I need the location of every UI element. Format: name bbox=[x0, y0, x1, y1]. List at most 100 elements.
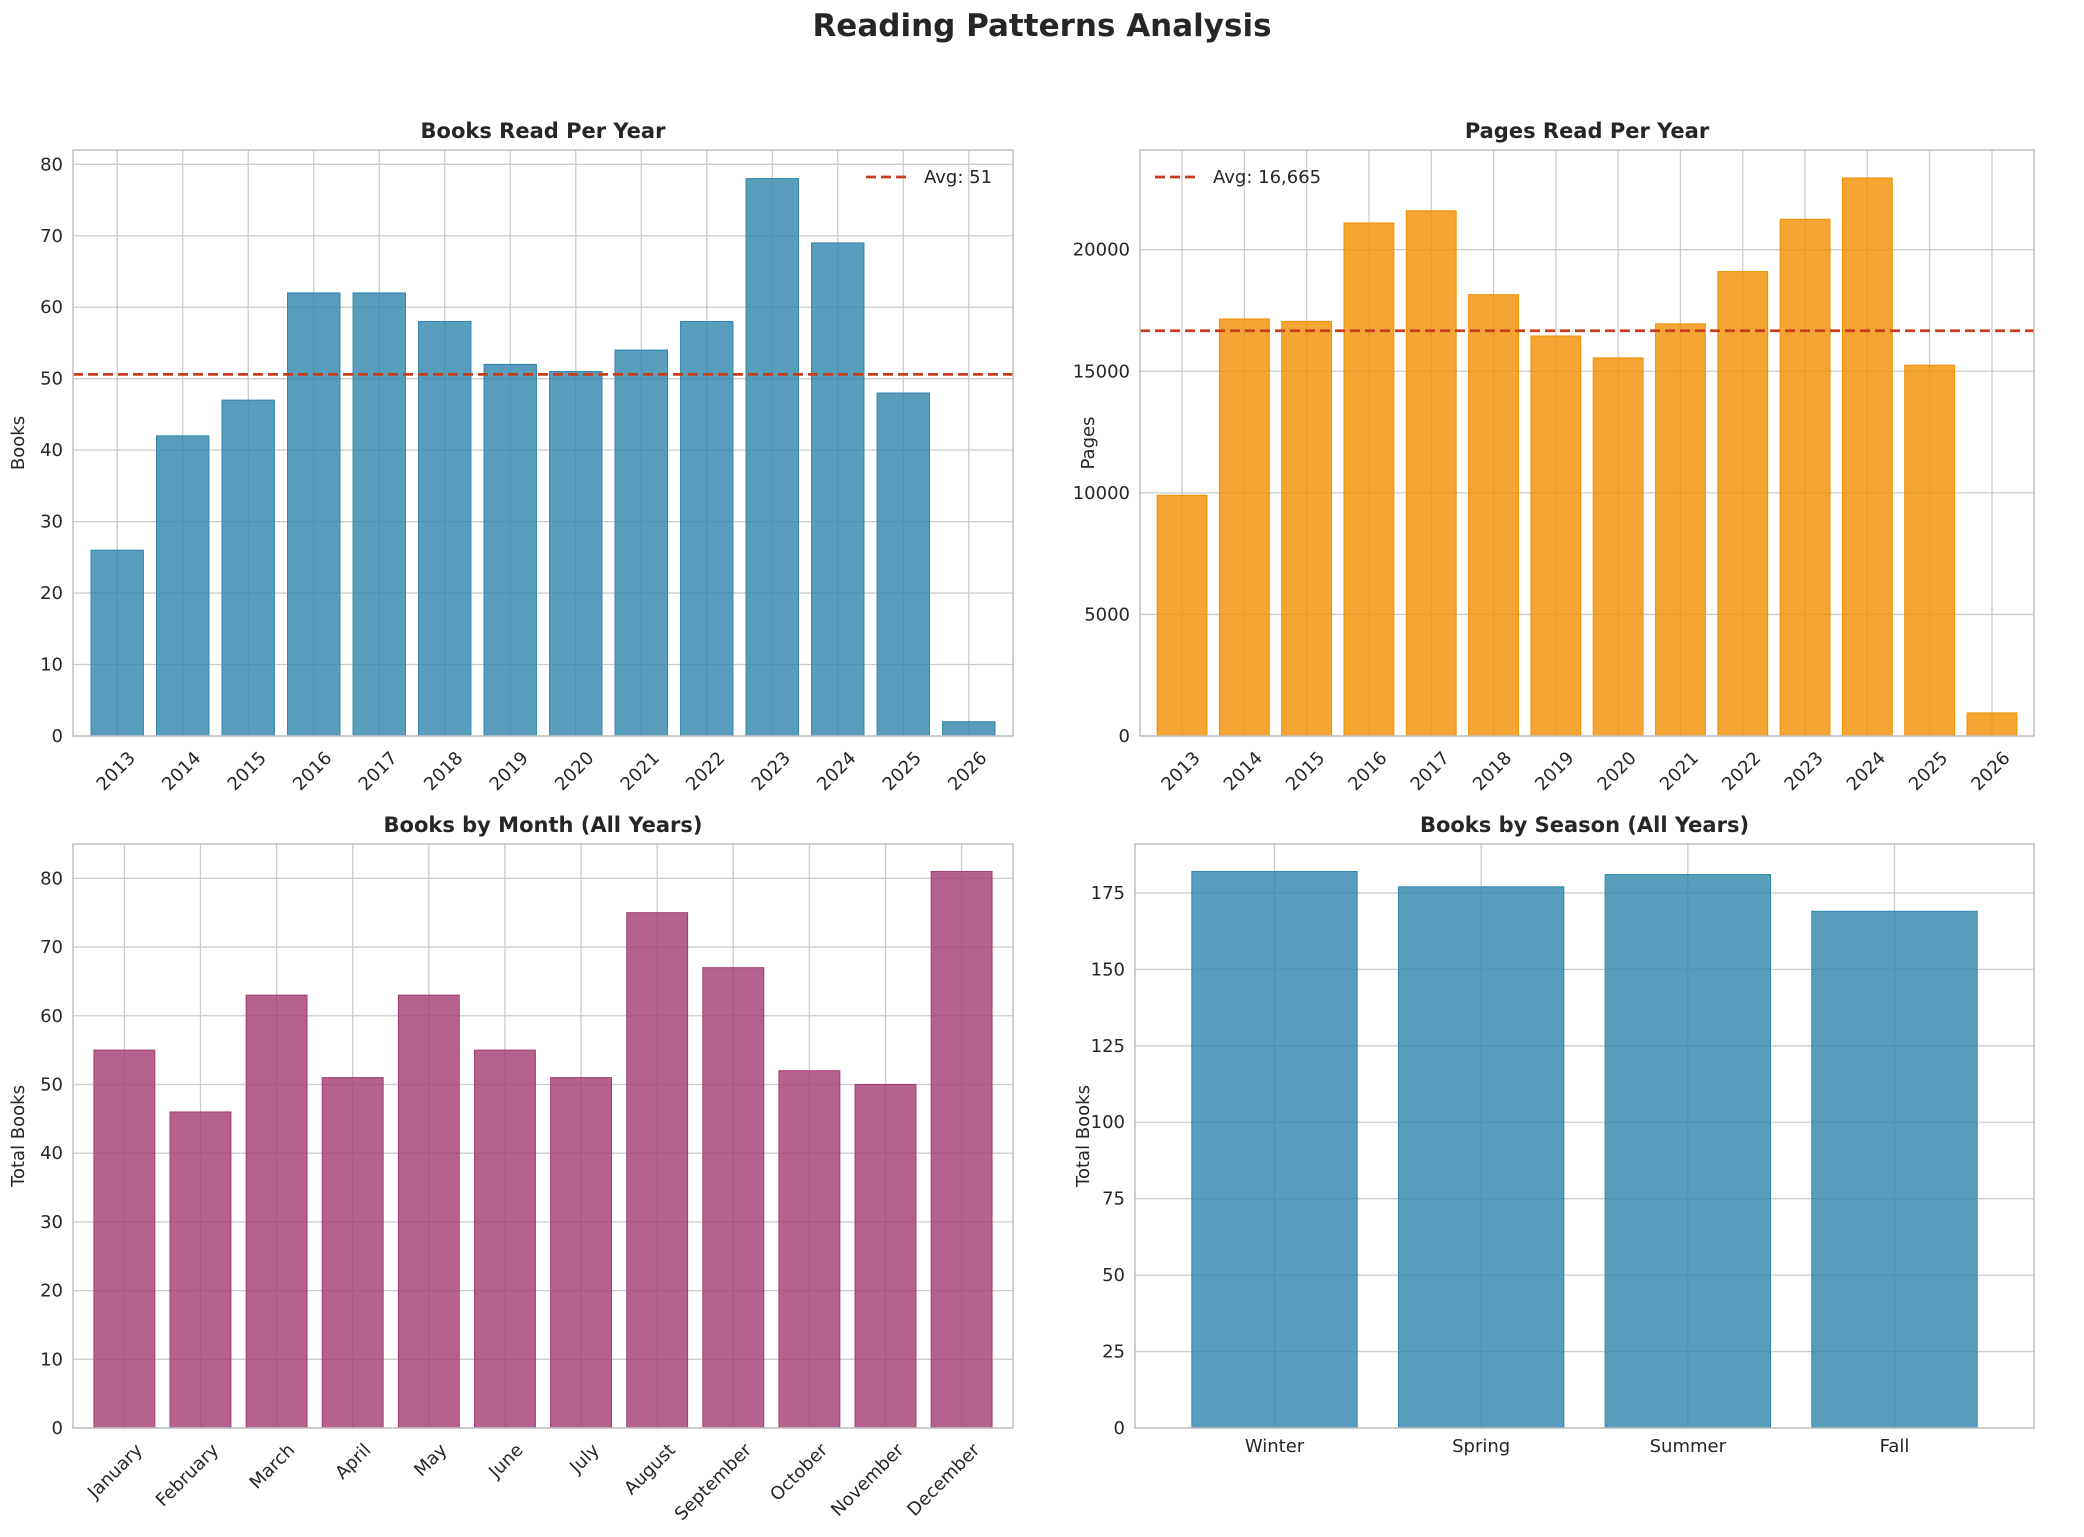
x-tick-label: 2025 bbox=[879, 748, 926, 795]
x-tick-label: 2016 bbox=[1344, 748, 1391, 795]
x-tick-label: Winter bbox=[1245, 1436, 1305, 1457]
x-tick-label: 2022 bbox=[1718, 748, 1765, 795]
x-tick-label: Fall bbox=[1880, 1436, 1910, 1457]
bar bbox=[942, 721, 996, 737]
chart-title: Books Read Per Year bbox=[421, 119, 667, 143]
bar bbox=[1343, 222, 1395, 737]
x-tick-label: December bbox=[903, 1439, 984, 1520]
y-tick-label: 150 bbox=[1091, 959, 1125, 980]
plot-frame bbox=[1134, 843, 2035, 1429]
x-tick-label: 2017 bbox=[355, 748, 402, 795]
plot-frame bbox=[1139, 149, 2035, 737]
bar bbox=[1156, 494, 1208, 737]
y-tick-label: 60 bbox=[40, 1006, 63, 1027]
bar bbox=[483, 363, 537, 737]
y-axis-label: Total Books bbox=[1073, 1085, 1094, 1188]
x-tick-label: November bbox=[827, 1439, 908, 1520]
bar bbox=[1841, 177, 1893, 737]
bar bbox=[1281, 320, 1333, 737]
x-tick-label: September bbox=[671, 1439, 757, 1525]
legend-label: Avg: 16,665 bbox=[1213, 167, 1321, 188]
x-tick-label: 2017 bbox=[1407, 748, 1454, 795]
x-tick-label: 2018 bbox=[420, 748, 467, 795]
x-tick-label: Summer bbox=[1650, 1436, 1727, 1457]
x-tick-label: 2013 bbox=[93, 748, 140, 795]
bar bbox=[1717, 271, 1769, 737]
y-tick-label: 20 bbox=[40, 1281, 63, 1302]
bar bbox=[1604, 874, 1772, 1429]
bar bbox=[397, 994, 460, 1429]
x-tick-label: 2021 bbox=[1656, 748, 1703, 795]
x-tick-label: January bbox=[83, 1439, 147, 1503]
bar bbox=[93, 1049, 156, 1429]
books-per-year-chart: 0 10 20 30 40 50 60 70 80 Avg: 51 2013 2014 2015 2016… bbox=[8, 119, 1014, 795]
plot-frame bbox=[72, 843, 1014, 1429]
bar bbox=[1191, 871, 1358, 1429]
chart-title: Pages Read Per Year bbox=[1465, 119, 1710, 143]
bar bbox=[745, 178, 799, 737]
y-axis-label: Books bbox=[8, 416, 29, 470]
bar bbox=[156, 435, 210, 737]
y-tick-label: 20 bbox=[40, 583, 63, 604]
bar bbox=[90, 549, 144, 737]
bar bbox=[418, 321, 472, 737]
pages-per-year-chart: 0 5000 10000 15000 20000 Avg: 16,665 2013 2014 2… bbox=[1073, 119, 2035, 795]
x-tick-label: March bbox=[246, 1440, 300, 1494]
x-tick-label: 2026 bbox=[944, 748, 991, 795]
y-tick-label: 5000 bbox=[1084, 604, 1130, 625]
bar bbox=[614, 349, 668, 737]
x-tick-label: August bbox=[620, 1440, 679, 1499]
y-tick-label: 0 bbox=[52, 1418, 63, 1439]
x-tick-label: 2024 bbox=[813, 748, 860, 795]
legend-label: Avg: 51 bbox=[924, 167, 992, 188]
bar bbox=[1468, 294, 1519, 737]
x-tick-label: May bbox=[410, 1439, 451, 1480]
y-tick-label: 40 bbox=[40, 440, 63, 461]
bar bbox=[626, 912, 689, 1429]
x-tick-label: 2020 bbox=[551, 748, 598, 795]
y-tick-label: 15000 bbox=[1073, 361, 1130, 382]
x-tick-label: 2015 bbox=[1282, 748, 1329, 795]
y-tick-label: 60 bbox=[40, 297, 63, 318]
bar bbox=[1592, 357, 1644, 737]
figure-title: Reading Patterns Analysis bbox=[812, 8, 1272, 44]
bar bbox=[930, 870, 993, 1429]
bar bbox=[1779, 218, 1831, 737]
chart-title: Books by Season (All Years) bbox=[1420, 813, 1749, 837]
plot-area bbox=[1140, 150, 2034, 736]
x-tick-label: July bbox=[565, 1439, 604, 1478]
y-tick-label: 50 bbox=[1102, 1265, 1125, 1286]
x-tick-label: February bbox=[152, 1439, 223, 1510]
bar bbox=[473, 1049, 536, 1429]
bar bbox=[1405, 210, 1457, 737]
bar bbox=[680, 321, 734, 737]
y-tick-label: 10 bbox=[40, 1349, 63, 1370]
books-by-month-chart: 0 10 20 30 40 50 60 70 80 January February March Apr… bbox=[8, 813, 1014, 1525]
y-tick-label: 40 bbox=[40, 1143, 63, 1164]
x-tick-label: 2026 bbox=[1967, 748, 2014, 795]
y-tick-label: 100 bbox=[1091, 1112, 1125, 1133]
x-tick-label: 2020 bbox=[1593, 748, 1640, 795]
bar bbox=[1904, 364, 1956, 737]
y-tick-label: 0 bbox=[1119, 726, 1130, 747]
bar bbox=[221, 399, 275, 737]
y-tick-label: 70 bbox=[40, 226, 63, 247]
y-tick-label: 80 bbox=[40, 154, 63, 175]
x-tick-label: 2023 bbox=[1780, 748, 1827, 795]
plot-frame bbox=[72, 149, 1014, 737]
y-tick-label: 0 bbox=[52, 726, 63, 747]
bar bbox=[287, 292, 341, 737]
y-axis-label: Pages bbox=[1078, 417, 1099, 470]
books-by-season-chart: 0 25 50 75 100 125 150 175 Winter Spring Summer Fal… bbox=[1073, 813, 2035, 1457]
plot-area bbox=[73, 150, 1013, 736]
x-tick-label: June bbox=[484, 1440, 527, 1483]
x-tick-label: 2022 bbox=[682, 748, 729, 795]
bar bbox=[1811, 910, 1978, 1429]
bar bbox=[352, 292, 406, 737]
y-tick-label: 50 bbox=[40, 1074, 63, 1095]
x-tick-label: 2023 bbox=[748, 748, 795, 795]
y-tick-label: 175 bbox=[1091, 883, 1125, 904]
x-tick-label: 2024 bbox=[1843, 748, 1890, 795]
bar bbox=[1655, 323, 1706, 737]
